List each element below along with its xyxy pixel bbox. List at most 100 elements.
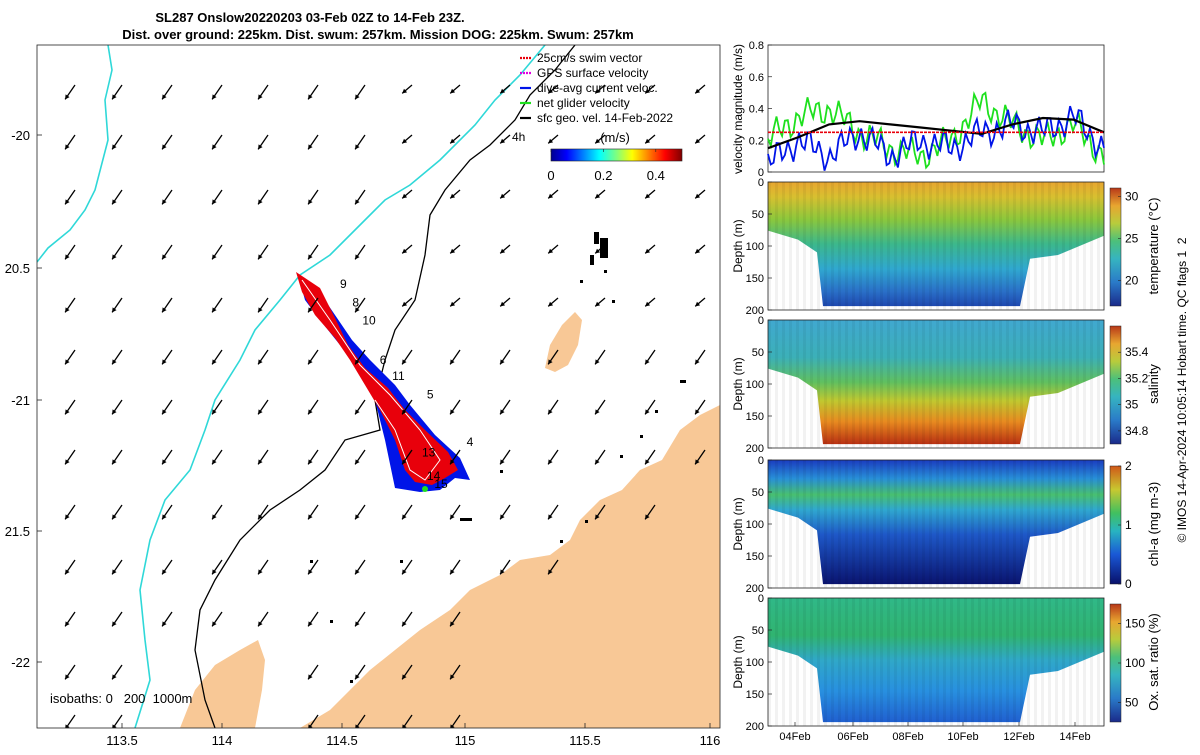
arrow-head (450, 569, 455, 575)
geo-velocity-arrow (64, 297, 76, 313)
profile-stripe (1041, 182, 1044, 310)
arrow-head (162, 514, 167, 520)
geo-velocity-arrow (111, 244, 123, 260)
geo-velocity-arrow (694, 244, 706, 254)
arrow-head (355, 307, 360, 313)
map-x-tick-label: 113.5 (106, 733, 138, 748)
colorbar-tick-label: 0 (1125, 577, 1132, 591)
track-day-label: 13 (422, 445, 436, 459)
arrow-head (308, 569, 313, 575)
section-y-tick-label: 100 (746, 379, 764, 391)
geo-velocity-arrow (449, 559, 461, 575)
arrow-head (500, 514, 505, 520)
arrow-head (308, 674, 313, 680)
profile-stripe (971, 182, 974, 310)
profile-stripe (992, 598, 995, 726)
track-day-label: 4 (467, 435, 474, 449)
geo-velocity-arrow (401, 664, 413, 680)
arrow-head (450, 138, 456, 144)
section-field (768, 182, 1104, 307)
geo-velocity-arrow (64, 611, 76, 627)
geo-velocity-arrow (644, 449, 656, 465)
profile-stripe (810, 182, 813, 310)
map-y-tick-label: -20 (11, 128, 30, 143)
profile-stripe (901, 460, 904, 588)
profile-stripe (1041, 460, 1044, 588)
profile-stripe (782, 460, 785, 588)
arrow-head (450, 514, 455, 520)
geo-velocity-arrow (64, 349, 76, 365)
profile-stripe (1076, 182, 1079, 310)
colorbar-tick-label: 50 (1125, 695, 1139, 709)
geo-velocity-arrow (257, 611, 269, 627)
arrow-head (402, 88, 408, 94)
geo-velocity-arrow (307, 244, 319, 260)
geo-velocity-arrow (547, 189, 559, 199)
arrow-head (450, 301, 456, 307)
arrow-head (308, 409, 313, 415)
velocity-panel: velocity magnitude (m/s) 0 0.2 0.4 0.6 0.8 (731, 40, 1105, 179)
colorbar-tick-label: 20 (1125, 274, 1139, 288)
arrow-head (500, 193, 506, 199)
arrow-head (645, 359, 650, 365)
profile-stripe (803, 460, 806, 588)
geo-velocity-arrow (547, 449, 559, 465)
geo-velocity-arrow (111, 297, 123, 313)
profile-stripe (1020, 598, 1023, 726)
profile-stripe (887, 460, 890, 588)
arrow-head (355, 94, 360, 100)
arrow-head (258, 199, 263, 205)
profile-stripe (887, 182, 890, 310)
profile-stripe (789, 460, 792, 588)
section-field (768, 460, 1104, 585)
legend-label: GPS surface velocity (537, 66, 648, 80)
map-y-tick-label: -22 (11, 655, 30, 670)
track-day-label: 15 (434, 477, 448, 491)
arrow-head (65, 254, 70, 260)
arrow-head (595, 514, 600, 520)
geo-velocity-arrow (64, 504, 76, 520)
colorbar-ticks: 0 0.2 0.4 (547, 149, 665, 183)
geo-velocity-arrow (307, 134, 319, 150)
profile-stripe (964, 598, 967, 726)
profile-stripe (1090, 182, 1093, 310)
profile-stripe (915, 598, 918, 726)
arrow-head (65, 307, 70, 313)
geo-velocity-arrow (354, 449, 366, 465)
section-clabel: chl-a (mg m-3) (1146, 482, 1161, 567)
profile-stripe (796, 320, 799, 448)
arrow-head (65, 199, 70, 205)
profile-stripe (1013, 460, 1016, 588)
colorbar-tick-label: 25 (1125, 232, 1139, 246)
profile-stripe (1055, 182, 1058, 310)
arrow-head (402, 301, 408, 307)
profile-stripe (866, 460, 869, 588)
geo-velocity-arrow (355, 714, 366, 728)
map-y-tick-label: -21 (11, 393, 30, 408)
map-x-tick-label: 115.5 (569, 733, 601, 748)
profile-stripe (845, 460, 848, 588)
arrow-head (112, 409, 117, 415)
arrow-head (212, 359, 217, 365)
profile-stripe (852, 320, 855, 448)
profile-stripe (922, 320, 925, 448)
arrow-head (65, 459, 70, 465)
geo-velocity-arrow (694, 349, 706, 365)
geo-velocity-arrow (111, 664, 123, 680)
profile-stripe (824, 320, 827, 448)
geo-velocity-arrow (401, 399, 413, 415)
arrow-head (402, 724, 407, 728)
profile-stripe (817, 598, 820, 726)
arrow-head (212, 621, 217, 627)
geo-velocity-arrow (161, 189, 173, 205)
profile-stripe (1062, 182, 1065, 310)
profile-stripe (929, 182, 932, 310)
section-x-tick-label: 08Feb (892, 731, 923, 743)
profile-stripe (1055, 320, 1058, 448)
profile-stripe (1034, 598, 1037, 726)
profile-stripe (782, 598, 785, 726)
geo-velocity-arrow (111, 134, 123, 150)
arrow-head (65, 514, 70, 520)
geo-velocity-arrow (694, 297, 706, 307)
section-x-tick-label: 10Feb (947, 731, 978, 743)
